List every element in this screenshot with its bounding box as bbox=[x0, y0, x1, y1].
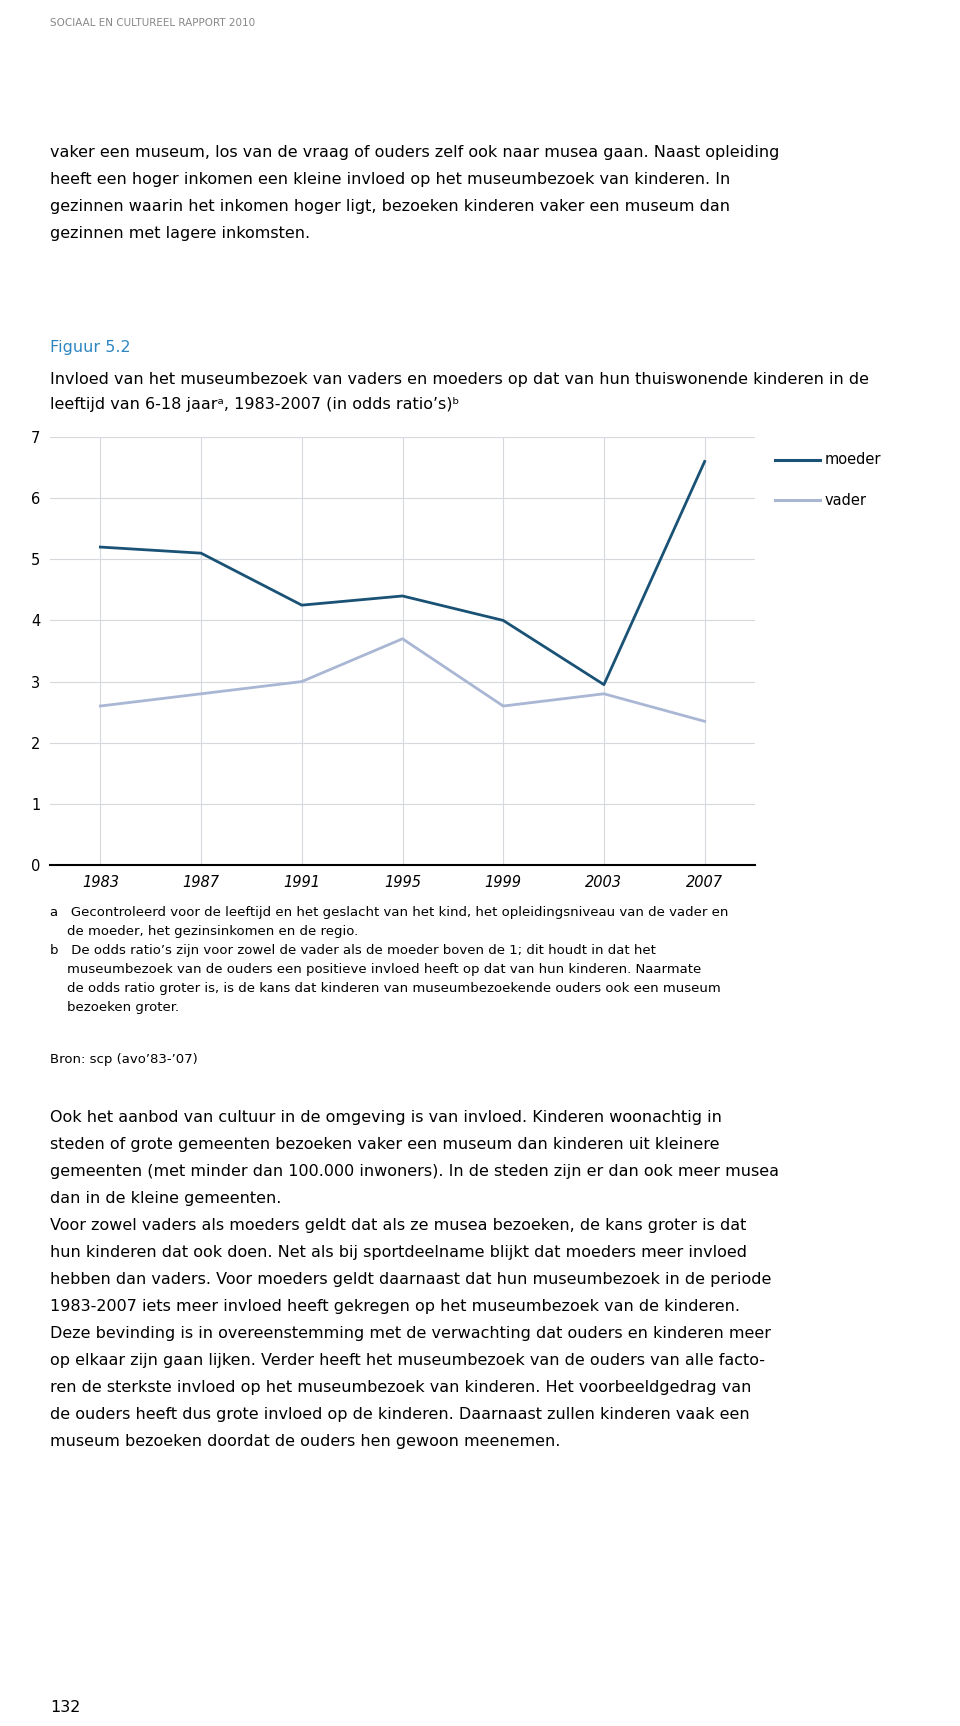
Text: museumbezoek van de ouders een positieve invloed heeft op dat van hun kinderen. : museumbezoek van de ouders een positieve… bbox=[50, 963, 701, 975]
Text: de ouders heeft dus grote invloed op de kinderen. Daarnaast zullen kinderen vaak: de ouders heeft dus grote invloed op de … bbox=[50, 1407, 750, 1422]
Text: 1983-2007 iets meer invloed heeft gekregen op het museumbezoek van de kinderen.: 1983-2007 iets meer invloed heeft gekreg… bbox=[50, 1300, 740, 1313]
Text: heeft een hoger inkomen een kleine invloed op het museumbezoek van kinderen. In: heeft een hoger inkomen een kleine invlo… bbox=[50, 173, 731, 186]
Text: gemeenten (met minder dan 100.000 inwoners). In de steden zijn er dan ook meer m: gemeenten (met minder dan 100.000 inwone… bbox=[50, 1163, 779, 1179]
Text: Voor zowel vaders als moeders geldt dat als ze musea bezoeken, de kans groter is: Voor zowel vaders als moeders geldt dat … bbox=[50, 1219, 746, 1232]
Text: Ook het aanbod van cultuur in de omgeving is van invloed. Kinderen woonachtig in: Ook het aanbod van cultuur in de omgevin… bbox=[50, 1110, 722, 1125]
Text: Bron: scp (avo’83-’07): Bron: scp (avo’83-’07) bbox=[50, 1053, 198, 1067]
Text: leeftijd van 6-18 jaarᵃ, 1983-2007 (in odds ratio’s)ᵇ: leeftijd van 6-18 jaarᵃ, 1983-2007 (in o… bbox=[50, 397, 460, 413]
Text: op elkaar zijn gaan lijken. Verder heeft het museumbezoek van de ouders van alle: op elkaar zijn gaan lijken. Verder heeft… bbox=[50, 1353, 765, 1369]
Text: de moeder, het gezinsinkomen en de regio.: de moeder, het gezinsinkomen en de regio… bbox=[50, 925, 358, 937]
Text: hebben dan vaders. Voor moeders geldt daarnaast dat hun museumbezoek in de perio: hebben dan vaders. Voor moeders geldt da… bbox=[50, 1272, 772, 1288]
Text: gezinnen waarin het inkomen hoger ligt, bezoeken kinderen vaker een museum dan: gezinnen waarin het inkomen hoger ligt, … bbox=[50, 198, 730, 214]
Text: gezinnen met lagere inkomsten.: gezinnen met lagere inkomsten. bbox=[50, 226, 310, 242]
Text: vaker een museum, los van de vraag of ouders zelf ook naar musea gaan. Naast opl: vaker een museum, los van de vraag of ou… bbox=[50, 145, 780, 161]
Text: a   Gecontroleerd voor de leeftijd en het geslacht van het kind, het opleidingsn: a Gecontroleerd voor de leeftijd en het … bbox=[50, 906, 729, 918]
Text: steden of grote gemeenten bezoeken vaker een museum dan kinderen uit kleinere: steden of grote gemeenten bezoeken vaker… bbox=[50, 1137, 719, 1151]
Text: vader: vader bbox=[825, 492, 867, 507]
Text: 132: 132 bbox=[50, 1700, 81, 1716]
Text: dan in de kleine gemeenten.: dan in de kleine gemeenten. bbox=[50, 1191, 281, 1206]
Text: SOCIAAL EN CULTUREEL RAPPORT 2010: SOCIAAL EN CULTUREEL RAPPORT 2010 bbox=[50, 17, 255, 28]
Text: Figuur 5.2: Figuur 5.2 bbox=[50, 340, 131, 356]
Text: ren de sterkste invloed op het museumbezoek van kinderen. Het voorbeeldgedrag va: ren de sterkste invloed op het museumbez… bbox=[50, 1381, 752, 1395]
Text: museum bezoeken doordat de ouders hen gewoon meenemen.: museum bezoeken doordat de ouders hen ge… bbox=[50, 1434, 561, 1450]
Text: Invloed van het museumbezoek van vaders en moeders op dat van hun thuiswonende k: Invloed van het museumbezoek van vaders … bbox=[50, 373, 869, 387]
Text: b   De odds ratio’s zijn voor zowel de vader als de moeder boven de 1; dit houdt: b De odds ratio’s zijn voor zowel de vad… bbox=[50, 944, 656, 956]
Text: hun kinderen dat ook doen. Net als bij sportdeelname blijkt dat moeders meer inv: hun kinderen dat ook doen. Net als bij s… bbox=[50, 1244, 747, 1260]
Text: Deze bevinding is in overeenstemming met de verwachting dat ouders en kinderen m: Deze bevinding is in overeenstemming met… bbox=[50, 1326, 771, 1341]
Text: de odds ratio groter is, is de kans dat kinderen van museumbezoekende ouders ook: de odds ratio groter is, is de kans dat … bbox=[50, 982, 721, 994]
Text: bezoeken groter.: bezoeken groter. bbox=[50, 1001, 180, 1013]
Text: moeder: moeder bbox=[825, 452, 881, 468]
